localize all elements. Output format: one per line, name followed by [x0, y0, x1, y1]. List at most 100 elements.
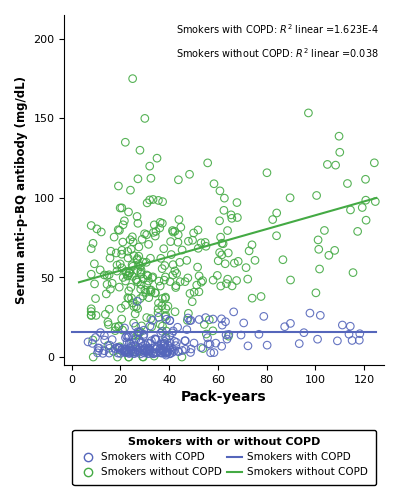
Point: [161, 338, 168, 345]
Point: [175, 348, 182, 356]
Point: [137, 294, 143, 302]
Point: [185, 310, 192, 318]
Point: [145, 350, 151, 358]
Point: [314, 335, 321, 343]
Point: [97, 328, 104, 336]
Point: [133, 276, 140, 284]
Point: [117, 204, 123, 212]
Point: [95, 344, 101, 352]
Point: [122, 347, 128, 355]
Point: [169, 226, 176, 234]
Point: [228, 211, 234, 219]
Point: [146, 162, 153, 170]
Point: [133, 336, 139, 344]
Point: [159, 322, 166, 330]
Point: [138, 270, 144, 278]
Point: [156, 314, 162, 322]
Point: [148, 286, 154, 294]
Point: [137, 344, 143, 352]
Point: [189, 236, 196, 244]
Point: [92, 334, 99, 342]
Point: [174, 323, 181, 331]
Point: [178, 224, 184, 232]
Point: [159, 220, 166, 228]
Point: [119, 326, 126, 334]
Point: [85, 338, 91, 346]
Point: [91, 260, 98, 268]
Point: [169, 329, 176, 337]
Point: [155, 304, 161, 312]
Point: [88, 222, 94, 230]
Point: [96, 344, 102, 352]
Point: [94, 349, 101, 357]
Point: [153, 336, 159, 344]
Point: [224, 275, 231, 283]
Point: [106, 349, 112, 357]
Point: [128, 342, 134, 350]
Point: [243, 264, 249, 272]
Point: [130, 262, 136, 270]
Point: [114, 353, 121, 361]
Point: [225, 249, 232, 257]
Point: [175, 176, 182, 184]
Point: [202, 314, 209, 322]
Point: [116, 344, 122, 352]
Point: [136, 328, 142, 336]
Point: [128, 246, 134, 254]
Point: [90, 240, 96, 248]
Point: [93, 312, 99, 320]
Point: [135, 175, 141, 183]
Point: [195, 226, 201, 234]
Point: [196, 288, 202, 296]
Point: [154, 154, 160, 162]
Point: [182, 337, 188, 345]
Point: [135, 260, 142, 268]
Point: [142, 114, 148, 122]
Point: [106, 305, 112, 313]
Point: [148, 323, 155, 331]
Point: [162, 273, 169, 281]
Point: [128, 346, 134, 354]
Point: [191, 339, 197, 347]
Point: [273, 232, 280, 239]
Point: [287, 276, 294, 284]
Point: [125, 348, 132, 356]
Point: [176, 258, 183, 266]
Point: [118, 304, 124, 312]
Point: [172, 228, 178, 235]
Point: [121, 324, 128, 332]
Point: [171, 338, 178, 345]
Point: [135, 220, 141, 228]
Point: [145, 277, 152, 285]
Point: [184, 256, 190, 264]
Point: [211, 180, 217, 188]
Text: Smokers without COPD: $R^2$ linear =0.038: Smokers without COPD: $R^2$ linear =0.03…: [176, 46, 379, 60]
Point: [173, 338, 180, 346]
Point: [194, 263, 201, 271]
Point: [157, 218, 163, 226]
Point: [231, 259, 238, 267]
Point: [148, 314, 154, 322]
Point: [146, 346, 153, 354]
Point: [136, 243, 142, 251]
Point: [159, 349, 165, 357]
Point: [130, 319, 137, 327]
Point: [151, 352, 157, 360]
Point: [215, 257, 222, 265]
Point: [100, 350, 106, 358]
Point: [130, 332, 136, 340]
Point: [270, 216, 276, 224]
Point: [219, 321, 226, 329]
Point: [110, 348, 116, 356]
Point: [150, 196, 156, 203]
Point: [157, 320, 163, 328]
Point: [134, 266, 141, 274]
Point: [218, 342, 225, 350]
Point: [139, 346, 146, 354]
Point: [124, 332, 130, 340]
Point: [214, 272, 220, 280]
Point: [98, 228, 104, 236]
Point: [134, 298, 140, 306]
Point: [179, 353, 185, 361]
Point: [174, 270, 180, 278]
